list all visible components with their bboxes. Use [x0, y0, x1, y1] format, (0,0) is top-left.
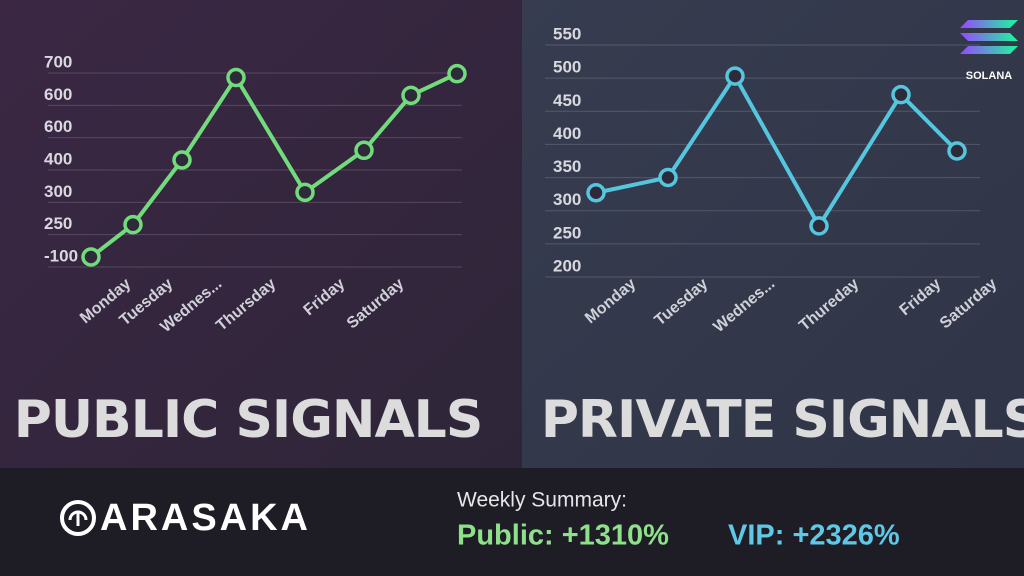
series-line	[89, 71, 458, 259]
data-point	[658, 167, 678, 188]
right-panel	[522, 0, 1024, 470]
y-tick-label: 450	[553, 91, 581, 110]
data-point	[123, 214, 143, 235]
y-tick-label: 550	[553, 24, 581, 43]
logo-icon	[60, 500, 96, 536]
y-tick-label: 300	[553, 190, 581, 209]
y-tick-label: 200	[553, 256, 581, 275]
data-point	[891, 84, 911, 105]
summary-vip: VIP: +2326%	[728, 520, 900, 552]
data-point	[354, 140, 374, 161]
solana-icon	[960, 20, 1018, 54]
logo-glyph	[68, 510, 88, 526]
series-line	[595, 74, 959, 228]
solana-logo: SOLANA	[960, 20, 1018, 82]
logo-text: ARASAKA	[100, 497, 311, 539]
data-point	[725, 66, 745, 86]
data-point	[586, 183, 606, 203]
data-point	[81, 247, 101, 267]
y-tick-label: 500	[553, 58, 581, 77]
y-tick-label: 400	[44, 149, 72, 168]
y-tick-label: 300	[44, 182, 72, 201]
data-point	[172, 150, 192, 170]
left-panel	[0, 0, 522, 470]
arasaka-logo: ARASAKA	[60, 497, 311, 539]
footer-bar	[0, 468, 1024, 576]
solana-text: SOLANA	[966, 70, 1013, 82]
y-tick-label: -100	[44, 246, 78, 265]
data-point	[295, 182, 315, 203]
y-tick-label: 250	[44, 214, 72, 233]
y-tick-label: 250	[553, 223, 581, 242]
y-tick-label: 400	[553, 124, 581, 143]
chart-title: PRIVATE SIGNALS	[541, 390, 1024, 450]
summary-heading: Weekly Summary:	[457, 489, 627, 512]
data-point	[947, 141, 967, 161]
y-tick-label: 700	[44, 52, 72, 71]
y-tick-label: 600	[44, 85, 72, 104]
data-point	[809, 216, 829, 236]
y-tick-label: 600	[44, 117, 72, 136]
summary-public: Public: +1310%	[457, 520, 669, 552]
data-point	[226, 67, 246, 88]
data-point	[447, 63, 467, 84]
chart-title: PUBLIC SIGNALS	[14, 390, 483, 450]
data-point	[401, 85, 421, 106]
y-tick-label: 350	[553, 157, 581, 176]
